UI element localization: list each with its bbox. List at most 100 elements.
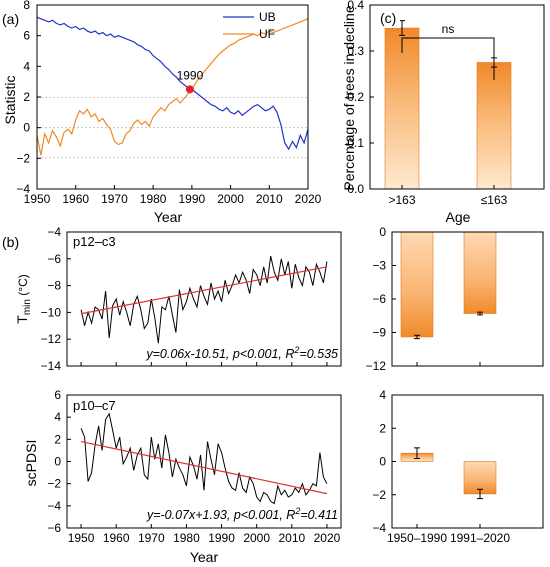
tmin-y-tick-label--10: −10: [41, 305, 62, 319]
panel-c-ylabel: Percentage of trees in decline: [341, 5, 357, 190]
tmin-period-y-tick-label--3: −3: [372, 259, 386, 273]
panel-a-legend: UB UF: [223, 10, 276, 41]
scpdsi-x-tick-label-2010: 2010: [278, 531, 305, 545]
c-y-tick-label-1: 0.1: [347, 136, 364, 150]
panel-b-bottom-subtitle: p10–c7: [73, 398, 116, 413]
scpdsi-eq-sup: 2: [294, 506, 300, 516]
scpdsi-period-y-tick-label-2: 2: [379, 421, 386, 435]
panel-b-top-frame: [66, 231, 342, 367]
tmin-period-bar-1: [463, 231, 497, 314]
scpdsi-trend-line: [80, 440, 328, 495]
panel-b-top-subtitle: p12–c3: [73, 234, 116, 249]
x-tick-label-2010: 2010: [256, 192, 283, 206]
scpdsi-x-tick-label-1960: 1960: [103, 531, 130, 545]
intersection-label: 1990: [177, 68, 204, 82]
tmin-period-y-tick-label--12: −12: [366, 359, 387, 373]
panel-c-frame: [369, 4, 545, 190]
panel-c-xlabel: Age: [446, 209, 471, 225]
bar-0: [384, 27, 420, 190]
scpdsi-y-tick-label-0: 0: [54, 455, 61, 469]
x-tick-label-2020: 2020: [295, 192, 322, 206]
scpdsi-period-y-tick-label-0: 0: [379, 455, 386, 469]
c-x-tick-label-0: >163: [388, 193, 415, 207]
c-y-tick-label-4: 0.4: [347, 0, 364, 12]
panel-c-label-box: [378, 8, 400, 28]
tmin-trend-line: [80, 266, 328, 315]
y-tick-label-2: 2: [23, 90, 30, 104]
scpdsi-period-ticks: −4 −2 0 2 4 1950–1990 1991–2020: [372, 388, 510, 545]
scpdsi-x-tick-label-1980: 1980: [173, 531, 200, 545]
panel-b-top-series: [80, 255, 328, 344]
scpdsi-x-tick-label-1990: 1990: [208, 531, 235, 545]
x-tick-label-2000: 2000: [217, 192, 244, 206]
scpdsi-period-bars: [400, 447, 497, 500]
legend-label-ub: UB: [259, 10, 276, 24]
panel-a-series: [36, 16, 309, 156]
panel-b-top-period-bars: −12 −9 −6 −3 0: [366, 225, 544, 373]
tmin-series-line-0: [80, 255, 328, 344]
y-tick-label-6: 6: [23, 29, 30, 43]
series-line-uf: [36, 18, 309, 156]
c-x-tick-label-1: ≤163: [481, 193, 508, 207]
tmin-ylabel-sub: min: [22, 299, 33, 315]
bar-1: [476, 62, 512, 190]
scpdsi-x-tick-label-2000: 2000: [243, 531, 270, 545]
y-tick-label-4: 4: [23, 59, 30, 73]
tmin-period-y-tick-label--9: −9: [372, 326, 386, 340]
significance-bracket-line: [401, 37, 495, 80]
panel-a-annotation: 1990: [177, 68, 204, 94]
scpdsi-y-tick-label-4: 4: [54, 410, 61, 424]
tmin-period-bars: [400, 231, 497, 340]
panel-b-bottom-ylabel: scPDSI: [23, 440, 39, 487]
scpdsi-period-frame: [391, 394, 544, 529]
scpdsi-period-y-tick-label-4: 4: [379, 388, 386, 402]
panel-b-top-tmin: (b) Tmin (°C) p12–c3 −14 −12 −10 −8 −6 −4 y=0…: [2, 225, 342, 373]
panel-b-bottom-series: [80, 412, 328, 505]
tmin-eq-tail: =0.535: [299, 347, 338, 361]
scpdsi-x-tick-label-2020: 2020: [314, 531, 341, 545]
panel-c-ticks: 0.0 0.1 0.2 0.3 0.4 >163 ≤163: [347, 0, 507, 207]
tmin-eq-sup: 2: [293, 345, 299, 355]
y-tick-label-0: 0: [23, 121, 30, 135]
panel-b-bottom-ticks: −6 −4 −2 0 2 4 6 1950 1960 1970 1980 1990 2000 2010 20…: [47, 388, 340, 545]
significance-label: ns: [442, 22, 455, 36]
tmin-period-y-tick-label--6: −6: [372, 292, 386, 306]
panel-b-top-equation: y=0.06x-10.51, p<0.001, R2=0.535: [145, 345, 338, 361]
scpdsi-x-tick-label-1950: 1950: [68, 531, 95, 545]
c-y-tick-label-3: 0.3: [347, 44, 364, 58]
tmin-y-tick-label--14: −14: [41, 359, 62, 373]
panel-a-label: (a): [2, 11, 19, 27]
panel-b-bottom-equation: y=-0.07x+1.93, p<0.001, R2=0.411: [146, 506, 338, 522]
scpdsi-series-line-0: [80, 412, 328, 505]
tmin-period-ticks: −12 −9 −6 −3 0: [366, 225, 481, 373]
panel-a-ylabel: Statistic: [2, 75, 18, 124]
x-tick-label-1950: 1950: [24, 192, 51, 206]
scpdsi-eq-tail: =0.411: [300, 508, 338, 522]
panel-b-bottom-xlabel: Year: [190, 549, 219, 565]
scpdsi-y-tick-label--4: −4: [47, 499, 61, 513]
c-y-tick-label-2: 0.2: [347, 90, 364, 104]
scpdsi-y-tick-label--2: −2: [47, 477, 61, 491]
panel-c-bar-chart: Percentage of trees in decline Age 0.00.…: [341, 0, 545, 225]
y-tick-label--2: −2: [16, 151, 30, 165]
panel-a-mann-kendall: (a) Statistic Year 1950 1960 1970 1980 1990 2…: [2, 0, 322, 225]
significance-bracket: ns: [401, 22, 495, 80]
tmin-ylabel-unit: (°C): [16, 274, 30, 299]
scpdsi-y-tick-label-6: 6: [54, 388, 61, 402]
tmin-period-frame: [391, 231, 544, 367]
scpdsi-period-y-tick-label--4: −4: [372, 521, 386, 535]
panel-b-bottom-frame: [66, 394, 342, 529]
tmin-y-tick-label--6: −6: [47, 252, 61, 266]
scpdsi-y-tick-label-2: 2: [54, 432, 61, 446]
panel-b-top-ticks: −14 −12 −10 −8 −6 −4: [41, 225, 328, 373]
scpdsi-period-bar-1: [463, 461, 497, 495]
scpdsi-period-x-tick-label-1: 1991–2020: [450, 531, 510, 545]
panel-b-top-ylabel: Tmin (°C): [14, 274, 33, 323]
tmin-y-tick-label--12: −12: [41, 332, 62, 346]
tmin-y-tick-label--4: −4: [47, 225, 61, 239]
x-tick-label-1990: 1990: [179, 192, 206, 206]
x-tick-label-1960: 1960: [62, 192, 89, 206]
tmin-ylabel-main: T: [14, 315, 30, 324]
tmin-period-y-tick-label-0: 0: [379, 225, 386, 239]
